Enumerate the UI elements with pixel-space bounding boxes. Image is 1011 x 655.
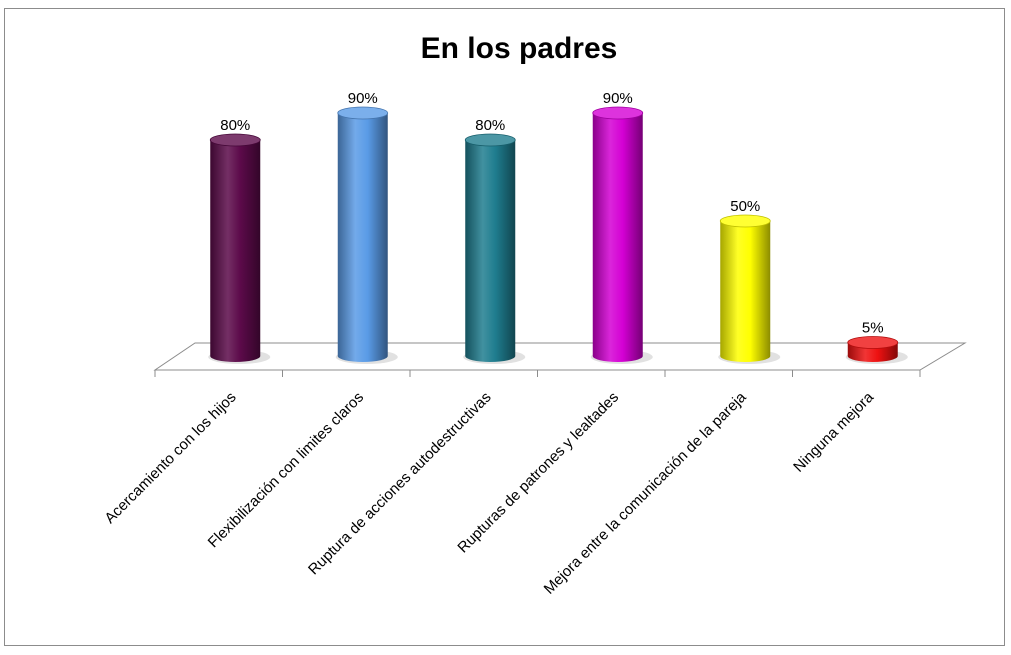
chart-title: En los padres [421,32,618,65]
bars [208,106,908,364]
bar-top [464,133,516,147]
data-label: 90% [348,90,378,107]
data-label: 90% [603,90,633,107]
bar-top [592,106,644,120]
bar-top [209,133,261,147]
bar [718,214,781,364]
bar [335,106,398,364]
bar [208,133,271,364]
data-label: 50% [730,198,760,215]
data-label: 5% [862,320,884,337]
bar-body [720,221,771,362]
data-label: 80% [475,117,505,134]
bar-body [592,113,643,362]
bar-body [210,140,261,362]
bar [590,106,653,364]
bar-top [719,214,771,228]
bar-body [337,113,388,362]
chart-floor-plane [153,342,967,371]
data-label: 80% [220,117,250,134]
bar-top [337,106,389,120]
bar [845,336,908,364]
value-labels: 80% 90% 80% 90% 50% 5% [220,90,883,337]
bar-top [847,336,899,349]
bar [463,133,526,364]
bar-body [465,140,516,362]
chart-floor [153,342,967,371]
